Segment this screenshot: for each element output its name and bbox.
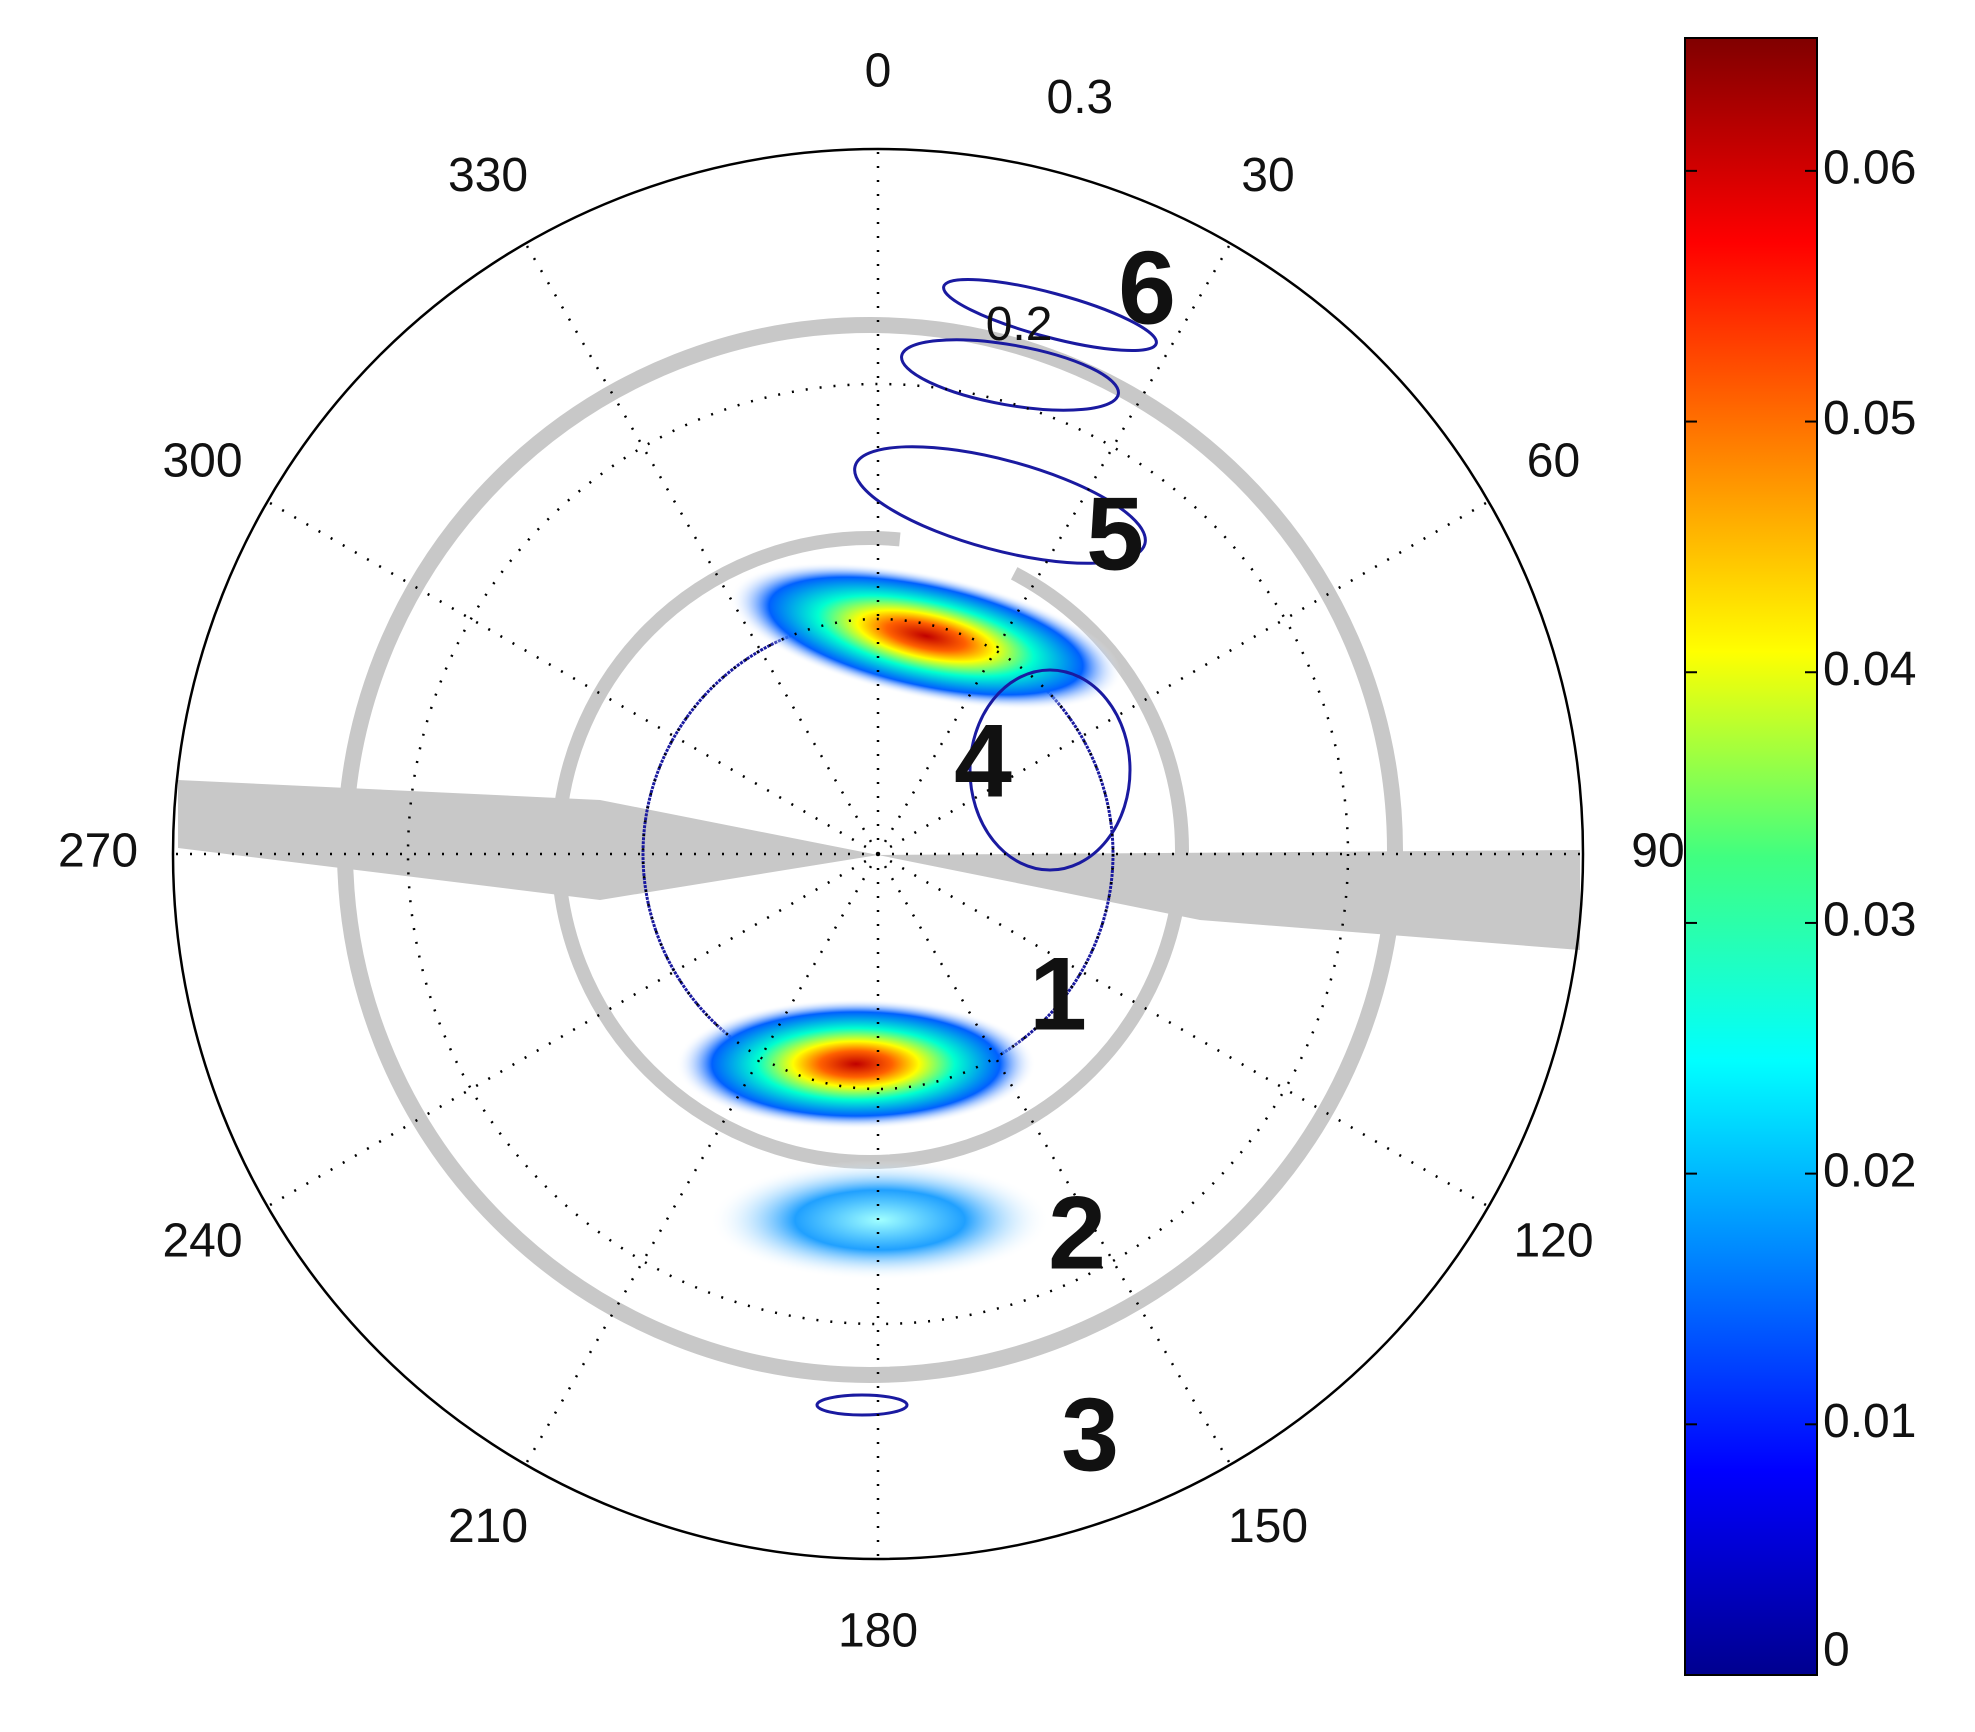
contour <box>900 338 1120 412</box>
grid-ring <box>406 382 1350 1326</box>
theta-tick-label: 30 <box>1241 149 1294 202</box>
annotation: 2 <box>1048 1175 1106 1291</box>
contour <box>968 668 1132 872</box>
colorbar-tick-label: 0 <box>1823 1624 1850 1677</box>
contour <box>853 445 1147 565</box>
theta-tick-label: 0 <box>865 45 892 98</box>
polar-frame <box>171 147 1585 1561</box>
annotation: 1 <box>1029 936 1087 1052</box>
contour <box>815 1393 909 1417</box>
gray-ring <box>337 317 1403 1383</box>
annotation: 6 <box>1118 230 1176 346</box>
colorbar-tick-label: 0.01 <box>1823 1395 1916 1448</box>
colorbar <box>1684 37 1818 1676</box>
theta-tick-label: 300 <box>162 435 242 488</box>
theta-tick-label: 270 <box>58 825 138 878</box>
contour-peak <box>729 562 1123 710</box>
theta-tick-label: 240 <box>162 1215 242 1268</box>
colorbar-tick-label: 0.05 <box>1823 392 1916 445</box>
grid-ring <box>641 617 1115 1091</box>
annotation: 5 <box>1086 476 1144 592</box>
theta-tick-label: 60 <box>1527 435 1580 488</box>
plot-decor <box>178 277 1580 1417</box>
colorbar-tick-label: 0.02 <box>1823 1144 1916 1197</box>
theta-tick-label: 150 <box>1228 1500 1308 1553</box>
theta-tick-label: 120 <box>1513 1215 1593 1268</box>
theta-tick-label: 90 <box>1631 825 1684 878</box>
contour <box>942 277 1158 353</box>
r-tick-label: 0.2 <box>986 298 1053 351</box>
colorbar-tick-label: 0.03 <box>1823 894 1916 947</box>
colorbar-tick-label: 0.06 <box>1823 142 1916 195</box>
theta-tick-label: 210 <box>448 1500 528 1553</box>
theta-tick-label: 330 <box>448 149 528 202</box>
spoke <box>524 242 880 855</box>
contour <box>710 1160 1050 1280</box>
colorbar-tick-label: 0.04 <box>1823 643 1916 696</box>
theta-tick-label: 180 <box>838 1605 918 1658</box>
r-tick-label: 0.3 <box>1047 71 1114 124</box>
gray-band <box>878 850 1580 950</box>
gray-band <box>178 780 878 900</box>
annotation: 4 <box>954 703 1012 819</box>
contour-peak <box>676 999 1036 1129</box>
annotation: 3 <box>1061 1377 1119 1493</box>
